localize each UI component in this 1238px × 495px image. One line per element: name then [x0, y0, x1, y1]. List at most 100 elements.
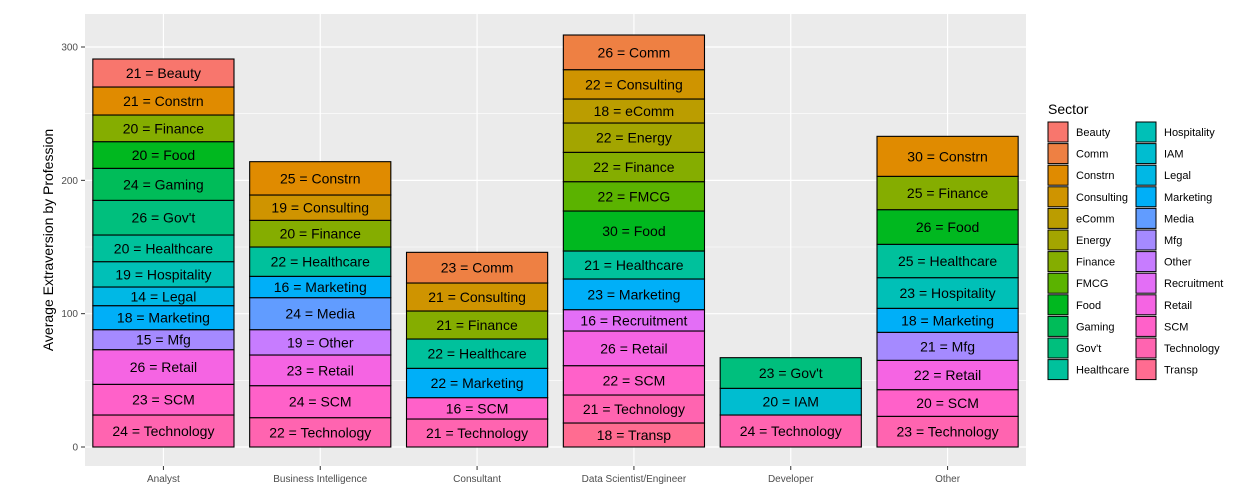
y-axis: 0 100 200 300	[61, 43, 85, 454]
legend-title: Sector	[1048, 101, 1089, 117]
x-tick-label: Other	[935, 474, 961, 485]
data-label: 20 = IAM	[763, 394, 819, 410]
data-label: 23 = Hospitality	[900, 285, 996, 301]
data-label: 21 = Beauty	[126, 65, 201, 81]
data-label: 20 = Food	[132, 147, 195, 163]
bar-segment	[562, 122, 706, 153]
data-label: 24 = SCM	[289, 394, 352, 410]
data-label: 22 = Marketing	[431, 375, 524, 391]
x-axis: Analyst Business Intelligence Consultant Da…	[147, 466, 961, 485]
data-label: 18 = eComm	[594, 103, 675, 119]
x-tick-label: Analyst	[147, 474, 180, 485]
data-label: 14 = Legal	[131, 288, 197, 304]
data-label: 21 = Technology	[583, 401, 685, 417]
bar-segment	[405, 338, 549, 369]
legend-label: Retail	[1164, 300, 1192, 312]
legend-key	[1047, 315, 1069, 337]
bar-stack: 22 = Technology 24 = SCM 23 = Retail 19 = O…	[249, 161, 392, 448]
bar-segment	[249, 354, 392, 387]
bar-segment	[405, 282, 549, 312]
x-tick-label: Business Intelligence	[273, 474, 367, 485]
legend-item: Finance	[1047, 251, 1115, 273]
legend-key	[1135, 337, 1157, 359]
bar-segment	[92, 199, 235, 236]
data-label: 26 = Gov't	[132, 210, 196, 226]
data-label: 23 = Technology	[897, 424, 999, 440]
data-label: 19 = Other	[287, 334, 354, 350]
data-label: 21 = Technology	[426, 425, 528, 441]
legend-key	[1135, 121, 1157, 143]
bar-segment	[92, 141, 235, 169]
legend-label: Technology	[1164, 343, 1220, 355]
legend-key	[1047, 337, 1069, 359]
bar-stack: 21 = Technology 16 = SCM 22 = Marketing 22 …	[405, 251, 549, 448]
data-label: 22 = Energy	[596, 130, 672, 146]
legend-item: eComm	[1047, 207, 1115, 229]
bar-segment	[249, 385, 392, 419]
plot-panel	[85, 14, 1026, 466]
legend-key	[1047, 186, 1069, 208]
legend-item: Food	[1047, 294, 1101, 316]
data-label: 23 = Marketing	[587, 286, 680, 302]
legend-label: eComm	[1076, 213, 1115, 225]
bar-stack: 23 = Technology 20 = SCM 22 = Retail 21 = M…	[876, 135, 1019, 448]
legend-item: Energy	[1047, 229, 1111, 251]
legend-label: Mfg	[1164, 235, 1182, 247]
legend-item: SCM	[1135, 315, 1188, 337]
data-label: 26 = Retail	[130, 359, 197, 375]
legend-label: Constrn	[1076, 170, 1115, 182]
legend-item: Healthcare	[1047, 359, 1129, 381]
data-label: 22 = SCM	[603, 372, 666, 388]
data-label: 19 = Consulting	[271, 200, 369, 216]
legend-key	[1135, 272, 1157, 294]
legend-item: FMCG	[1047, 272, 1108, 294]
data-label: 20 = Healthcare	[114, 240, 213, 256]
legend-key	[1135, 207, 1157, 229]
legend-key	[1135, 315, 1157, 337]
data-label: 21 = Consulting	[428, 289, 526, 305]
legend-item: Technology	[1135, 337, 1220, 359]
legend-label: Consulting	[1076, 192, 1128, 204]
x-tick-label: Developer	[768, 474, 814, 485]
data-label: 23 = Comm	[441, 260, 514, 276]
bar-segment	[249, 161, 392, 196]
bar-stack: 18 = Transp 21 = Technology 22 = SCM 26 = R…	[562, 34, 706, 448]
bar-stack: 24 = Technology 23 = SCM 26 = Retail 15 = M…	[92, 58, 235, 448]
data-label: 26 = Food	[916, 219, 979, 235]
legend-label: FMCG	[1076, 278, 1108, 290]
legend-item: Gaming	[1047, 315, 1115, 337]
legend-item: Consulting	[1047, 186, 1128, 208]
legend-key	[1135, 229, 1157, 251]
bar-segment	[92, 349, 235, 385]
data-label: 22 = Retail	[914, 367, 981, 383]
data-label: 23 = SCM	[132, 392, 195, 408]
bar-segment	[405, 310, 549, 340]
legend-label: Finance	[1076, 257, 1115, 269]
legend-item: Gov't	[1047, 337, 1101, 359]
bar-segment	[562, 181, 706, 212]
bar-segment	[92, 383, 235, 416]
data-label: 25 = Constrn	[280, 170, 361, 186]
data-label: 20 = SCM	[916, 395, 979, 411]
bar-segment	[876, 389, 1019, 417]
legend-label: Marketing	[1164, 192, 1212, 204]
data-label: 18 = Marketing	[117, 310, 210, 326]
data-label: 15 = Mfg	[136, 332, 191, 348]
legend-key	[1135, 143, 1157, 165]
legend-label: IAM	[1164, 149, 1184, 161]
bar-stack: 24 = Technology 20 = IAM 23 = Gov't	[719, 357, 862, 448]
bar-segment	[92, 261, 235, 288]
legend-label: Gov't	[1076, 343, 1101, 355]
legend-item: Legal	[1135, 164, 1191, 186]
bar-segment	[562, 210, 706, 252]
data-label: 22 = Healthcare	[271, 254, 370, 270]
data-label: 18 = Marketing	[901, 312, 994, 328]
legend-key	[1047, 207, 1069, 229]
data-label: 23 = Gov't	[759, 365, 823, 381]
bar-segment	[719, 414, 862, 448]
data-label: 22 = Healthcare	[427, 346, 526, 362]
legend-item: Recruitment	[1135, 272, 1223, 294]
bar-segment	[249, 417, 392, 448]
bar-segment	[562, 365, 706, 396]
legend-key	[1135, 359, 1157, 381]
